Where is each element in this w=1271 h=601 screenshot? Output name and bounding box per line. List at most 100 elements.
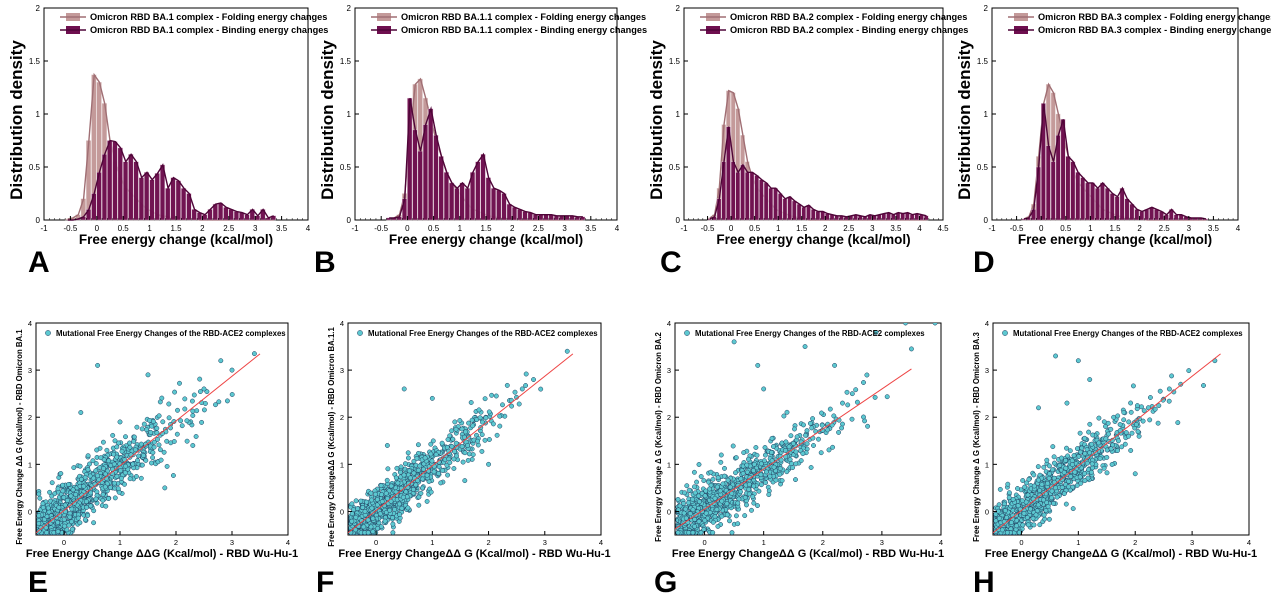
scatter-point: [469, 456, 475, 462]
scatter-point: [479, 448, 485, 454]
x-tick-label: 2: [1137, 224, 1142, 233]
scatter-point: [429, 458, 435, 464]
scatter-point: [831, 413, 837, 419]
bar-binding: [538, 214, 544, 221]
scatter-point: [138, 441, 144, 447]
scatter-point: [698, 530, 704, 535]
scatter-point: [1042, 516, 1048, 522]
scatter-point: [749, 507, 754, 513]
x-tick-label: 0.5: [749, 224, 761, 233]
scatter-point: [1077, 474, 1083, 480]
scatter-point: [494, 432, 500, 438]
scatter-point: [538, 386, 544, 392]
scatter-point: [438, 480, 444, 486]
scatter-point: [117, 419, 123, 425]
x-tick-label: -1: [40, 224, 48, 233]
scatter-point: [85, 513, 91, 518]
scatter-point: [1147, 395, 1153, 400]
scatter-point: [790, 441, 796, 446]
scatter-point: [1050, 467, 1055, 473]
scatter-point: [429, 395, 435, 401]
x-tick-label: 2: [486, 538, 490, 547]
scatter-point: [781, 413, 787, 419]
scatter-point: [769, 435, 775, 441]
scatter-point: [932, 323, 938, 326]
scatter-point: [171, 439, 177, 444]
scatter-point: [119, 475, 124, 481]
scatter-point: [1156, 403, 1162, 409]
x-tick-label: 3: [253, 224, 258, 233]
scatter-point: [793, 449, 799, 455]
scatter-point: [1059, 455, 1064, 461]
scatter-point: [1082, 435, 1088, 441]
scatter-point: [459, 426, 465, 432]
x-tick-label: 1: [430, 538, 434, 547]
scatter-point: [819, 422, 825, 428]
scatter-point: [439, 440, 445, 446]
scatter-point: [778, 457, 784, 463]
scatter-point: [143, 457, 149, 463]
bar-binding: [801, 207, 807, 221]
bar-binding: [428, 108, 434, 221]
scatter-point: [825, 427, 831, 433]
scatter-point: [1104, 454, 1110, 460]
scatter-point: [692, 524, 698, 529]
bar-binding: [475, 161, 481, 221]
bar-binding: [777, 193, 783, 221]
scatter-point: [410, 486, 416, 492]
scatter-point: [719, 498, 725, 504]
scatter-point: [182, 406, 188, 412]
scatter-point: [497, 423, 503, 429]
scatter-point: [708, 469, 714, 475]
scatter-point: [150, 455, 156, 461]
bar-binding: [730, 161, 736, 221]
x-tick-label: 3: [230, 538, 234, 547]
scatter-point: [112, 495, 118, 501]
scatter-point: [191, 392, 197, 398]
scatter-point: [150, 450, 156, 456]
x-tick-label: -0.5: [374, 224, 388, 233]
scatter-point: [721, 473, 727, 479]
scatter-point: [681, 500, 686, 506]
scatter-point: [462, 450, 468, 456]
y-tick-label: 3: [985, 366, 989, 375]
scatter-point: [1069, 462, 1075, 468]
scatter-point: [101, 466, 107, 471]
scatter-point: [395, 480, 401, 486]
panel-label-a: A: [28, 246, 50, 279]
scatter-point: [1021, 510, 1027, 516]
x-tick-label: 0: [1019, 538, 1023, 547]
scatter-point: [1045, 480, 1051, 486]
scatter-point: [468, 400, 474, 405]
bar-binding: [480, 154, 486, 221]
scatter-point: [1134, 403, 1140, 409]
scatter-point: [1054, 494, 1060, 500]
scatter-point: [379, 499, 385, 505]
scatter-point: [690, 507, 696, 513]
scatter-point: [115, 486, 121, 492]
legend-marker: [357, 330, 363, 336]
legend-entry: Mutational Free Energy Changes of the RB…: [1013, 329, 1243, 338]
scatter-point: [523, 383, 529, 388]
scatter-point: [993, 518, 999, 524]
x-tick-label: 1: [1076, 538, 1080, 547]
scatter-point: [1049, 488, 1055, 494]
scatter-point: [725, 477, 731, 483]
scatter-point: [1101, 465, 1107, 471]
legend: Mutational Free Energy Changes of the RB…: [357, 329, 598, 338]
scatter-point: [1036, 477, 1041, 483]
scatter-point: [692, 490, 698, 496]
scatter-point: [418, 490, 424, 496]
scatter-point: [1046, 475, 1052, 481]
scatter-point: [1115, 413, 1121, 419]
bar-binding: [900, 213, 905, 221]
scatter-point: [751, 483, 757, 489]
plot-frame: [991, 7, 1239, 221]
scatter-point: [477, 415, 483, 421]
scatter-point: [84, 499, 89, 505]
scatter-point: [1008, 520, 1014, 525]
regression-line: [675, 368, 912, 530]
scatter-point: [1103, 423, 1108, 429]
scatter-point: [58, 471, 64, 476]
y-axis-label: Free Energy Change Δ G (Kcal/mol) - RBD …: [972, 332, 981, 542]
